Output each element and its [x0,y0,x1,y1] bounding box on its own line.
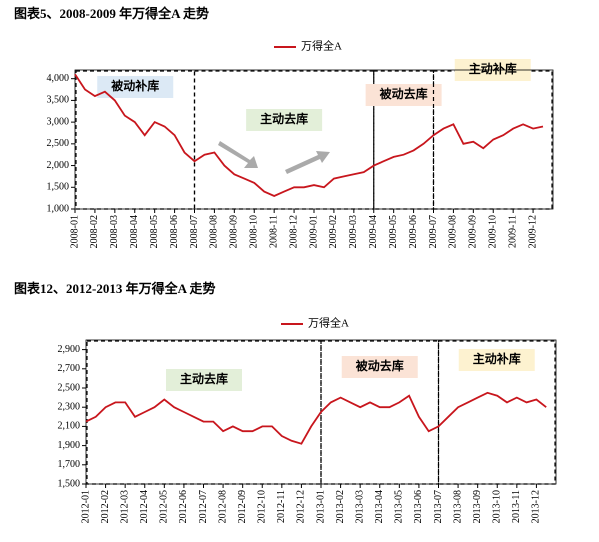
x-tick-label: 2009-01 [308,215,319,248]
series-line [85,391,547,445]
y-tick-label: 2,700 [58,363,81,374]
x-tick-label: 2013-04 [374,490,385,523]
x-tick-label: 2008-09 [229,215,240,248]
x-tick-label: 2012-07 [198,490,209,523]
x-tick-label: 2012-02 [100,490,111,523]
regime-label-bg [166,369,242,391]
x-tick-label: 2012-11 [276,490,287,523]
x-tick-label: 2009-08 [448,215,459,248]
regime-label: 主动补库 [473,351,521,366]
regime-label: 主动去库 [180,371,228,386]
x-tick-label: 2012-09 [237,490,248,523]
x-tick-label: 2013-07 [433,490,444,523]
x-tick-label: 2012-03 [119,490,130,523]
y-tick-label: 1,000 [47,203,70,214]
x-tick-label: 2008-03 [109,215,120,248]
y-tick-label: 2,500 [58,382,81,393]
x-tick-label: 2008-01 [69,215,80,248]
x-tick-label: 2008-06 [169,215,180,248]
chart-title: 图表5、2008-2009 年万得全A 走势 [14,6,209,21]
y-tick-label: 1,500 [47,182,70,193]
x-tick-label: 2009-02 [328,215,339,248]
x-tick-label: 2013-12 [531,490,542,523]
legend-label: 万得全A [308,316,349,330]
x-tick-label: 2008-11 [268,215,279,248]
arrow [218,141,258,168]
x-tick-label: 2008-07 [189,215,200,248]
x-tick-label: 2008-08 [209,215,220,248]
regime-label: 被动去库 [356,358,404,373]
x-tick-label: 2013-10 [492,490,503,523]
x-tick-label: 2009-09 [468,215,479,248]
y-tick-label: 3,000 [47,116,70,127]
regime-box [193,70,375,210]
regime-label-bg [341,356,418,378]
y-tick-label: 1,900 [58,440,81,451]
regime-box [86,340,322,485]
x-tick-label: 2012-10 [257,490,268,523]
x-tick-label: 2009-07 [428,215,439,248]
x-tick-label: 2013-01 [315,490,326,523]
regime-label: 被动去库 [380,86,428,101]
regime-label-bg [365,84,442,106]
regime-label-bg [246,109,323,131]
regime-label: 主动去库 [260,111,308,126]
y-tick-label: 2,900 [58,344,81,355]
regime-label: 主动补库 [469,61,517,76]
x-tick-label: 2012-06 [178,490,189,523]
chart-title: 图表12、2012-2013 年万得全A 走势 [14,281,216,296]
y-tick-label: 2,500 [47,138,70,149]
y-tick-label: 1,700 [58,459,81,470]
x-tick-label: 2009-11 [507,215,518,248]
x-tick-label: 2009-03 [348,215,359,248]
x-tick-label: 2012-08 [217,490,228,523]
x-tick-label: 2008-04 [129,215,140,248]
regime-label: 被动补库 [111,78,159,93]
x-tick-label: 2008-05 [149,215,160,248]
x-tick-label: 2012-01 [80,490,91,523]
x-tick-label: 2009-04 [368,215,379,248]
x-tick-label: 2013-05 [394,490,405,523]
y-tick-label: 2,300 [58,401,81,412]
y-tick-label: 2,100 [58,421,81,432]
regime-label-bg [458,349,535,371]
x-tick-label: 2013-02 [335,490,346,523]
y-tick-label: 4,000 [47,73,70,84]
x-tick-label: 2013-11 [511,490,522,523]
arrow [285,151,330,174]
y-tick-label: 2,000 [47,160,70,171]
series-line [74,73,544,197]
x-tick-label: 2013-08 [452,490,463,523]
x-tick-label: 2013-03 [354,490,365,523]
x-tick-label: 2013-06 [413,490,424,523]
x-tick-label: 2012-05 [159,490,170,523]
x-tick-label: 2008-12 [288,215,299,248]
y-tick-label: 3,500 [47,95,70,106]
x-tick-label: 2009-10 [488,215,499,248]
legend-label: 万得全A [301,39,342,53]
x-tick-label: 2008-02 [89,215,100,248]
x-tick-label: 2012-12 [296,490,307,523]
x-tick-label: 2013-09 [472,490,483,523]
x-tick-label: 2012-04 [139,490,150,523]
x-tick-label: 2009-05 [388,215,399,248]
x-tick-label: 2009-06 [408,215,419,248]
y-tick-label: 1,500 [58,478,81,489]
x-tick-label: 2009-12 [527,215,538,248]
regime-label-bg [97,76,174,98]
x-tick-label: 2008-10 [249,215,260,248]
